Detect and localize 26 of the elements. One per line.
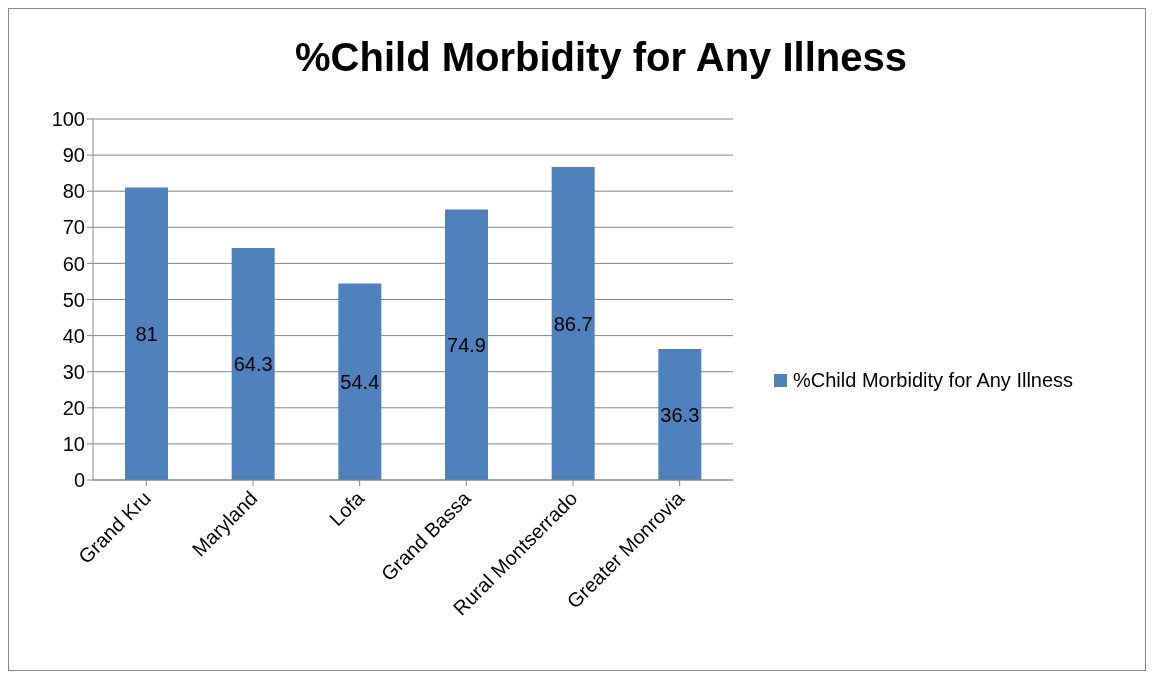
y-tick-label: 80 (62, 180, 85, 203)
data-label: 74.9 (447, 333, 486, 356)
bar (338, 283, 382, 480)
y-tick-label: 70 (62, 216, 85, 239)
y-tick-label: 100 (51, 108, 85, 131)
y-tick-label: 30 (62, 360, 85, 383)
y-tick-label: 90 (62, 144, 85, 167)
data-label: 81 (135, 322, 158, 345)
chart-title: %Child Morbidity for Any Illness (294, 35, 908, 80)
y-tick-label: 10 (62, 433, 85, 455)
legend-label: %Child Morbidity for Any Illness (793, 369, 1074, 392)
x-tick-label: Lofa (325, 486, 369, 531)
bar (231, 247, 275, 480)
bar (125, 187, 168, 480)
bar (445, 209, 488, 480)
y-tick-label: 0 (73, 469, 85, 492)
data-label: 54.4 (340, 370, 380, 393)
bar (551, 167, 595, 480)
data-label: 86.7 (553, 312, 593, 335)
bar (658, 348, 702, 480)
y-tick-label: 60 (62, 252, 85, 275)
y-tick-label: 20 (62, 396, 85, 419)
data-label: 36.3 (660, 403, 700, 426)
y-tick-label: 50 (62, 288, 85, 311)
data-label: 64.3 (233, 353, 273, 376)
y-tick-label: 40 (62, 324, 85, 347)
